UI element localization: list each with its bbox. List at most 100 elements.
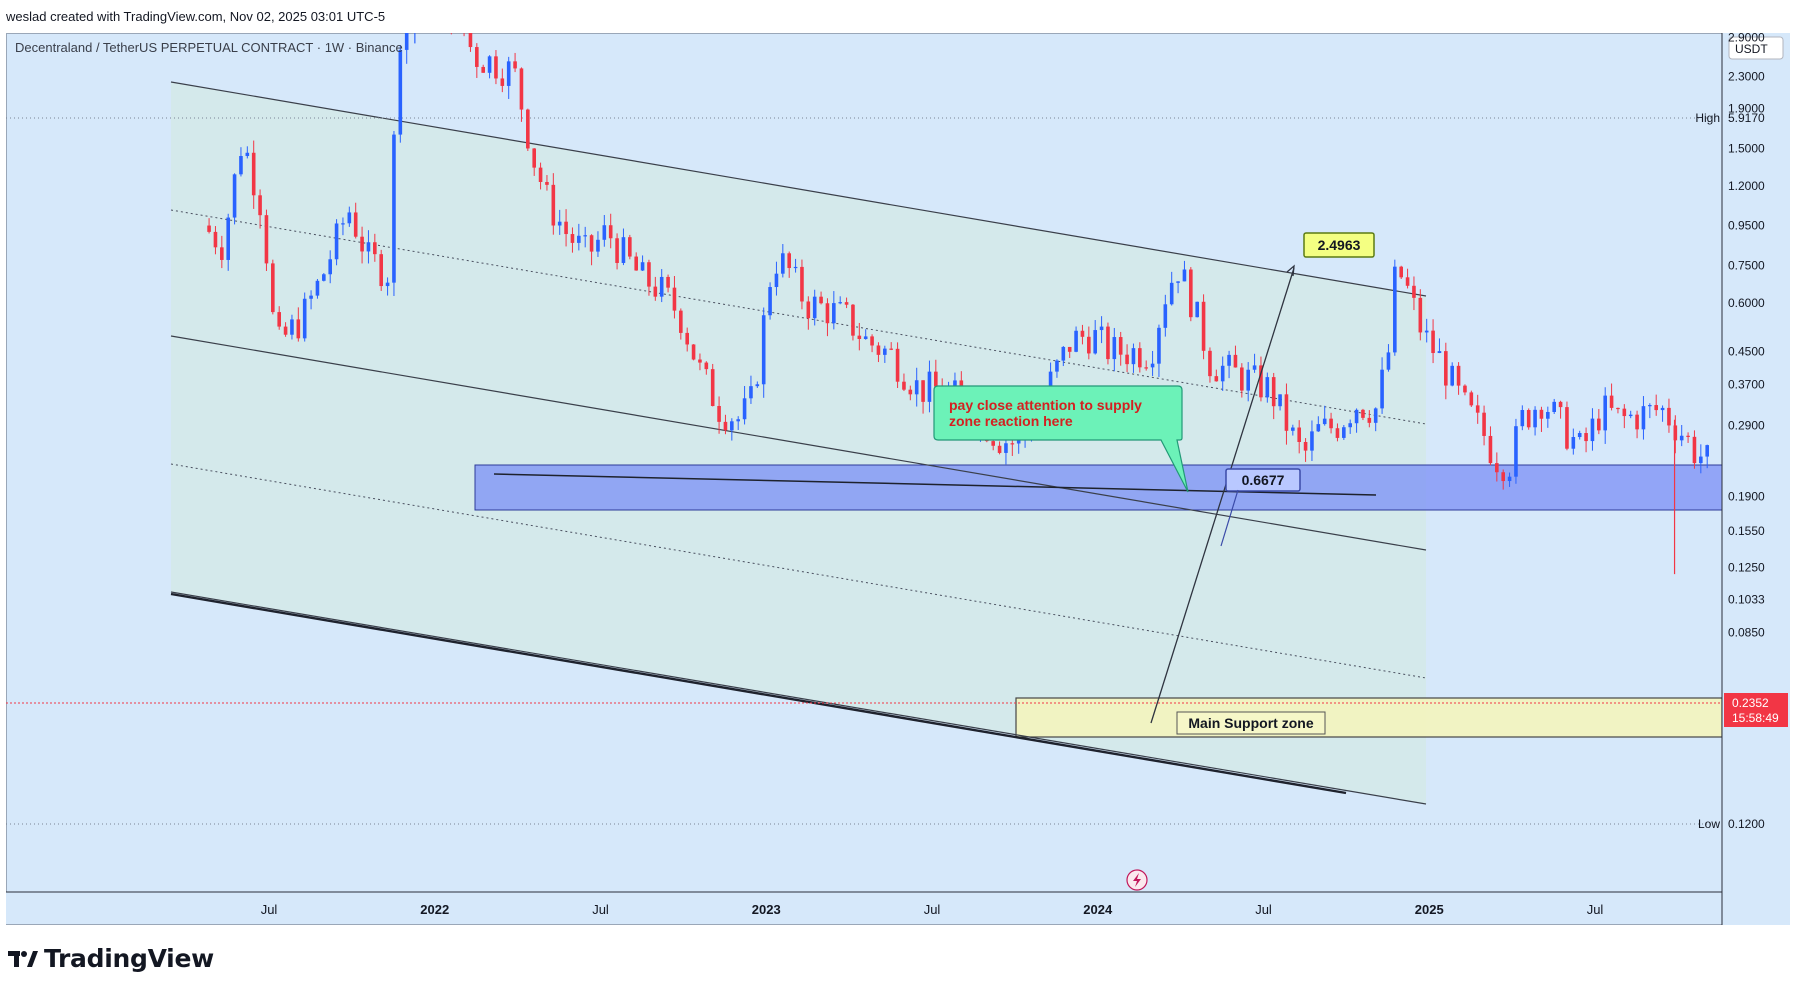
- price-tick-label: 1.9000: [1728, 102, 1765, 116]
- candle-body: [500, 78, 505, 86]
- candle-body: [1444, 351, 1448, 386]
- candle-body: [1501, 472, 1505, 482]
- candle-body: [1577, 433, 1582, 438]
- support-zone-label: Main Support zone: [1188, 715, 1313, 731]
- candle-body: [1195, 301, 1199, 318]
- candle-body: [1424, 330, 1429, 333]
- candle-body: [1099, 326, 1104, 331]
- candle-body: [1074, 330, 1078, 352]
- candle-body: [1648, 405, 1652, 407]
- candle-body: [1080, 330, 1085, 337]
- candle-body: [1335, 428, 1340, 438]
- candle-body: [628, 237, 632, 257]
- candle-body: [991, 441, 995, 446]
- candle-body: [717, 405, 721, 422]
- support-zone: [1015, 697, 1723, 738]
- candle-body: [366, 242, 371, 252]
- candle-body: [895, 348, 900, 382]
- candle-body: [774, 273, 779, 288]
- candle-body: [526, 109, 530, 149]
- candle-body: [564, 221, 568, 235]
- candle-body: [1220, 365, 1225, 382]
- chart-credit: weslad created with TradingView.com, Nov…: [6, 9, 386, 24]
- candle-body: [736, 419, 740, 422]
- candle-body: [615, 238, 619, 263]
- candle-body: [1322, 418, 1327, 425]
- candle-body: [1507, 476, 1512, 482]
- callout-bubble[interactable]: pay close attention to supply zone react…: [933, 385, 1189, 493]
- candle-body: [851, 304, 855, 336]
- candle-body: [997, 445, 1002, 453]
- resistance-price-callout[interactable]: 0.6677: [1220, 468, 1301, 547]
- candle-body: [1182, 269, 1187, 282]
- candle-body: [819, 296, 823, 304]
- candle-body: [857, 335, 862, 340]
- candle-body: [1520, 410, 1525, 427]
- candle-body: [844, 302, 849, 305]
- candle-body: [245, 152, 250, 157]
- candle-body: [1208, 350, 1212, 377]
- candle-body: [1679, 435, 1684, 441]
- price-tick-label: 0.2900: [1728, 418, 1765, 432]
- candle-body: [302, 298, 307, 339]
- candle-body: [596, 239, 600, 252]
- candle-body: [1373, 408, 1378, 423]
- candle-body: [679, 310, 683, 333]
- candle-body: [838, 302, 842, 304]
- candle-body: [1048, 371, 1053, 397]
- candle-body: [1271, 377, 1276, 407]
- candle-body: [621, 237, 626, 263]
- support-zone-callout[interactable]: Main Support zone: [1176, 711, 1326, 735]
- candle-body: [666, 276, 670, 288]
- candle-body: [1565, 407, 1569, 449]
- candle-body: [953, 380, 957, 387]
- candle-body: [1584, 433, 1588, 442]
- candle-body: [341, 223, 345, 225]
- candles-group: [207, 33, 1709, 575]
- price-chart[interactable]: 2.4963 0.6677 pay close attention to sup…: [6, 33, 1790, 925]
- candle-body: [1482, 412, 1486, 436]
- target-price-callout[interactable]: 2.4963: [1303, 232, 1375, 258]
- tradingview-brand: TradingView: [44, 944, 214, 973]
- candle-body: [1004, 443, 1008, 453]
- candle-body: [290, 319, 294, 335]
- candle-body: [328, 259, 332, 275]
- tradingview-logo[interactable]: TradingView: [8, 944, 214, 973]
- candle-body: [749, 386, 753, 399]
- candle-body: [232, 174, 237, 218]
- candle-body: [768, 287, 772, 316]
- candle-body: [883, 348, 887, 355]
- time-axis: [6, 892, 1722, 924]
- candle-body: [487, 56, 492, 73]
- currency-box[interactable]: [1728, 36, 1784, 60]
- candle-body: [1131, 348, 1136, 365]
- candle-body: [1067, 346, 1072, 352]
- candle-body: [640, 262, 645, 271]
- candle-body: [1590, 418, 1595, 442]
- candle-body: [608, 225, 613, 239]
- candle-body: [271, 263, 275, 313]
- tradingview-logo-icon: [8, 950, 38, 967]
- candle-body: [1240, 367, 1244, 391]
- candle-body: [379, 254, 383, 287]
- candle-body: [1144, 367, 1148, 369]
- candle-body: [1291, 427, 1295, 431]
- candle-body: [506, 61, 511, 86]
- time-tick-label: Jul: [261, 902, 278, 917]
- candle-body: [475, 47, 479, 67]
- candle-body: [755, 384, 760, 387]
- candle-body: [1265, 377, 1270, 398]
- time-tick-label: Jul: [1255, 902, 1272, 917]
- candle-body: [1246, 369, 1250, 391]
- candle-body: [921, 380, 925, 402]
- supply-zone: [474, 464, 1723, 511]
- candle-body: [1361, 409, 1365, 418]
- candle-body: [373, 242, 377, 255]
- lightning-icon[interactable]: [1126, 869, 1148, 891]
- candle-body: [1169, 282, 1174, 305]
- candle-body: [239, 156, 243, 175]
- candle-body: [825, 303, 830, 324]
- candle-body: [1310, 431, 1314, 451]
- candle-body: [589, 235, 594, 252]
- candle-body: [659, 276, 664, 297]
